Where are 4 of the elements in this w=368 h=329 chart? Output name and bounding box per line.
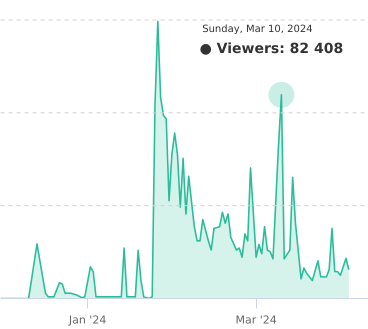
x-tick-label: Mar '24 [236,314,277,326]
x-tick-label: Jan '24 [68,314,106,326]
annotation: Sunday, Mar 10, 2024 [202,24,313,35]
annotation: ● Viewers: 82 408 [200,40,344,57]
